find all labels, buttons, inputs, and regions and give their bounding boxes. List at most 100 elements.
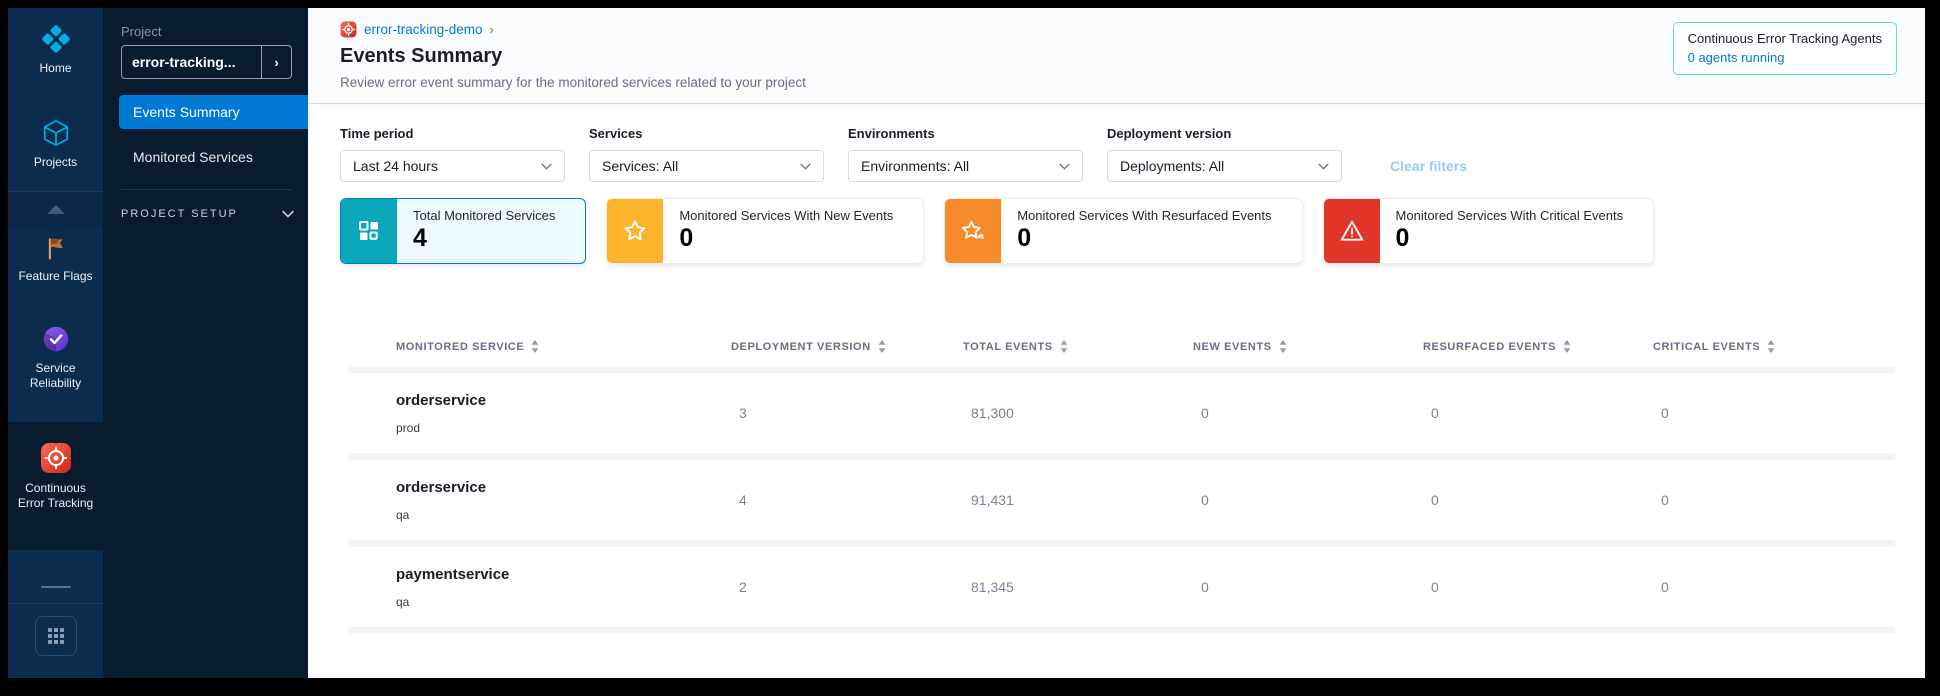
sidebar-item-continuous-error-tracking[interactable]: Continuous Error Tracking: [8, 422, 103, 550]
sort-icon[interactable]: [1060, 340, 1068, 353]
nav-item-monitored-services[interactable]: Monitored Services: [133, 149, 253, 165]
scroll-up-icon: [46, 204, 65, 214]
module-sidebar: Home Projects Feature Flags: [8, 8, 103, 678]
deployment-version-value: 3: [739, 405, 747, 421]
card-label: Total Monitored Services: [413, 208, 556, 223]
chevron-down-icon: [541, 163, 552, 170]
breadcrumb-project-link[interactable]: error-tracking-demo: [364, 22, 483, 37]
card-total-monitored-services[interactable]: Total Monitored Services 4: [340, 198, 587, 264]
chevron-down-icon: [800, 163, 811, 170]
card-color-block: [945, 199, 1002, 263]
card-value: 4: [413, 224, 427, 252]
sidebar-scroll-up[interactable]: [8, 192, 103, 226]
events-table: MONITORED SERVICE DEPLOYMENT VERSION TOT…: [348, 340, 1895, 633]
select-value: Environments: All: [861, 158, 970, 174]
sort-icon[interactable]: [878, 340, 886, 353]
sidebar-item-service-reliability[interactable]: Service Reliability: [8, 314, 103, 422]
warning-triangle-icon: [1340, 220, 1363, 241]
card-resurfaced-events[interactable]: Monitored Services With Resurfaced Event…: [944, 198, 1303, 264]
agents-box-title: Continuous Error Tracking Agents: [1687, 31, 1882, 46]
project-selector-value: error-tracking...: [132, 54, 236, 70]
column-header-critical-events[interactable]: CRITICAL EVENTS: [1653, 340, 1895, 353]
agents-running-link[interactable]: 0 agents running: [1687, 50, 1785, 65]
service-cell: orderservice prod: [396, 392, 731, 435]
card-body: Total Monitored Services 4: [397, 199, 585, 263]
service-name: orderservice: [396, 478, 487, 496]
chevron-down-icon: [1318, 163, 1329, 170]
filter-label: Environments: [848, 126, 935, 141]
card-new-events[interactable]: Monitored Services With New Events 0: [606, 198, 925, 264]
error-tracking-breadcrumb-icon: [340, 21, 357, 38]
sidebar-item-feature-flags[interactable]: Feature Flags: [8, 226, 103, 314]
card-color-block: [341, 199, 397, 263]
sidebar-item-projects[interactable]: Projects: [8, 96, 103, 192]
service-reliability-icon: [43, 326, 68, 352]
sort-icon[interactable]: [1563, 340, 1571, 353]
resurfaced-events-value: 0: [1431, 405, 1439, 421]
project-selector[interactable]: error-tracking... ›: [121, 45, 292, 79]
feature-flags-icon: [48, 238, 63, 260]
sort-icon[interactable]: [1767, 340, 1775, 353]
resurfaced-events-value: 0: [1431, 492, 1439, 508]
grid-icon: [359, 221, 378, 240]
column-label: NEW EVENTS: [1193, 340, 1272, 353]
divider-line: [40, 585, 71, 588]
card-body: Monitored Services With New Events 0: [663, 199, 923, 263]
project-setup-label: PROJECT SETUP: [121, 208, 238, 220]
sort-icon[interactable]: [531, 340, 539, 353]
card-color-block: [1323, 199, 1380, 263]
home-icon: [41, 25, 70, 53]
filter-environments: Environments Environments: All: [848, 126, 1083, 182]
module-picker-button[interactable]: [34, 616, 77, 656]
chevron-down-icon: [1059, 163, 1070, 170]
table-row-orderservice-prod[interactable]: orderservice prod 3 81,300 0 0 0: [348, 373, 1895, 453]
card-value: 0: [679, 224, 694, 252]
environments-select[interactable]: Environments: All: [848, 150, 1083, 182]
page-subtitle: Review error event summary for the monit…: [340, 75, 806, 90]
service-name: paymentservice: [396, 565, 510, 583]
card-label: Monitored Services With Resurfaced Event…: [1017, 208, 1272, 223]
deployments-select[interactable]: Deployments: All: [1107, 150, 1342, 182]
clear-filters-button[interactable]: Clear filters: [1390, 158, 1468, 174]
card-label: Monitored Services With New Events: [679, 208, 894, 223]
new-events-value: 0: [1201, 405, 1209, 421]
select-value: Last 24 hours: [353, 158, 438, 174]
table-row-orderservice-qa[interactable]: orderservice qa 4 91,431 0 0 0: [348, 460, 1895, 540]
service-cell: paymentservice qa: [396, 566, 731, 609]
resurfaced-events-value: 0: [1431, 579, 1439, 595]
sidebar-item-label: Home: [39, 61, 72, 75]
service-environment: qa: [396, 507, 410, 522]
sidebar-item-home[interactable]: Home: [8, 8, 103, 96]
select-value: Deployments: All: [1120, 158, 1225, 174]
column-header-total-events[interactable]: TOTAL EVENTS: [963, 340, 1193, 353]
table-row-paymentservice-qa[interactable]: paymentservice qa 2 81,345 0 0 0: [348, 547, 1895, 627]
card-critical-events[interactable]: Monitored Services With Critical Events …: [1322, 198, 1655, 264]
service-name: orderservice: [396, 391, 487, 409]
card-value: 0: [1395, 224, 1410, 252]
column-header-monitored-service[interactable]: MONITORED SERVICE: [396, 340, 731, 353]
filters-bar: Time period Last 24 hours Services Servi…: [308, 104, 1925, 182]
sidebar-spacer: [8, 550, 103, 570]
star-icon: [624, 220, 646, 241]
sidebar-apps-area: [8, 604, 103, 678]
total-events-value: 81,300: [971, 405, 1014, 421]
sort-icon[interactable]: [1279, 340, 1287, 353]
service-environment: qa: [396, 594, 410, 609]
nav-item-events-summary[interactable]: Events Summary: [119, 95, 308, 129]
apps-grid-icon: [47, 628, 64, 644]
services-select[interactable]: Services: All: [589, 150, 824, 182]
column-header-new-events[interactable]: NEW EVENTS: [1193, 340, 1423, 353]
column-label: CRITICAL EVENTS: [1653, 340, 1761, 353]
project-setup-section[interactable]: PROJECT SETUP: [121, 208, 294, 220]
time-period-select[interactable]: Last 24 hours: [340, 150, 565, 182]
select-value: Services: All: [602, 158, 679, 174]
column-label: RESURFACED EVENTS: [1423, 340, 1557, 353]
page-header: error-tracking-demo › Events Summary Rev…: [308, 8, 1925, 104]
column-header-deployment-version[interactable]: DEPLOYMENT VERSION: [731, 340, 963, 353]
sidebar-item-label: Continuous Error Tracking: [17, 481, 94, 510]
column-header-resurfaced-events[interactable]: RESURFACED EVENTS: [1423, 340, 1653, 353]
main-content: error-tracking-demo › Events Summary Rev…: [308, 8, 1925, 678]
sidebar-collapsed-divider: [8, 570, 103, 604]
column-label: DEPLOYMENT VERSION: [731, 340, 871, 353]
critical-events-value: 0: [1661, 579, 1669, 595]
